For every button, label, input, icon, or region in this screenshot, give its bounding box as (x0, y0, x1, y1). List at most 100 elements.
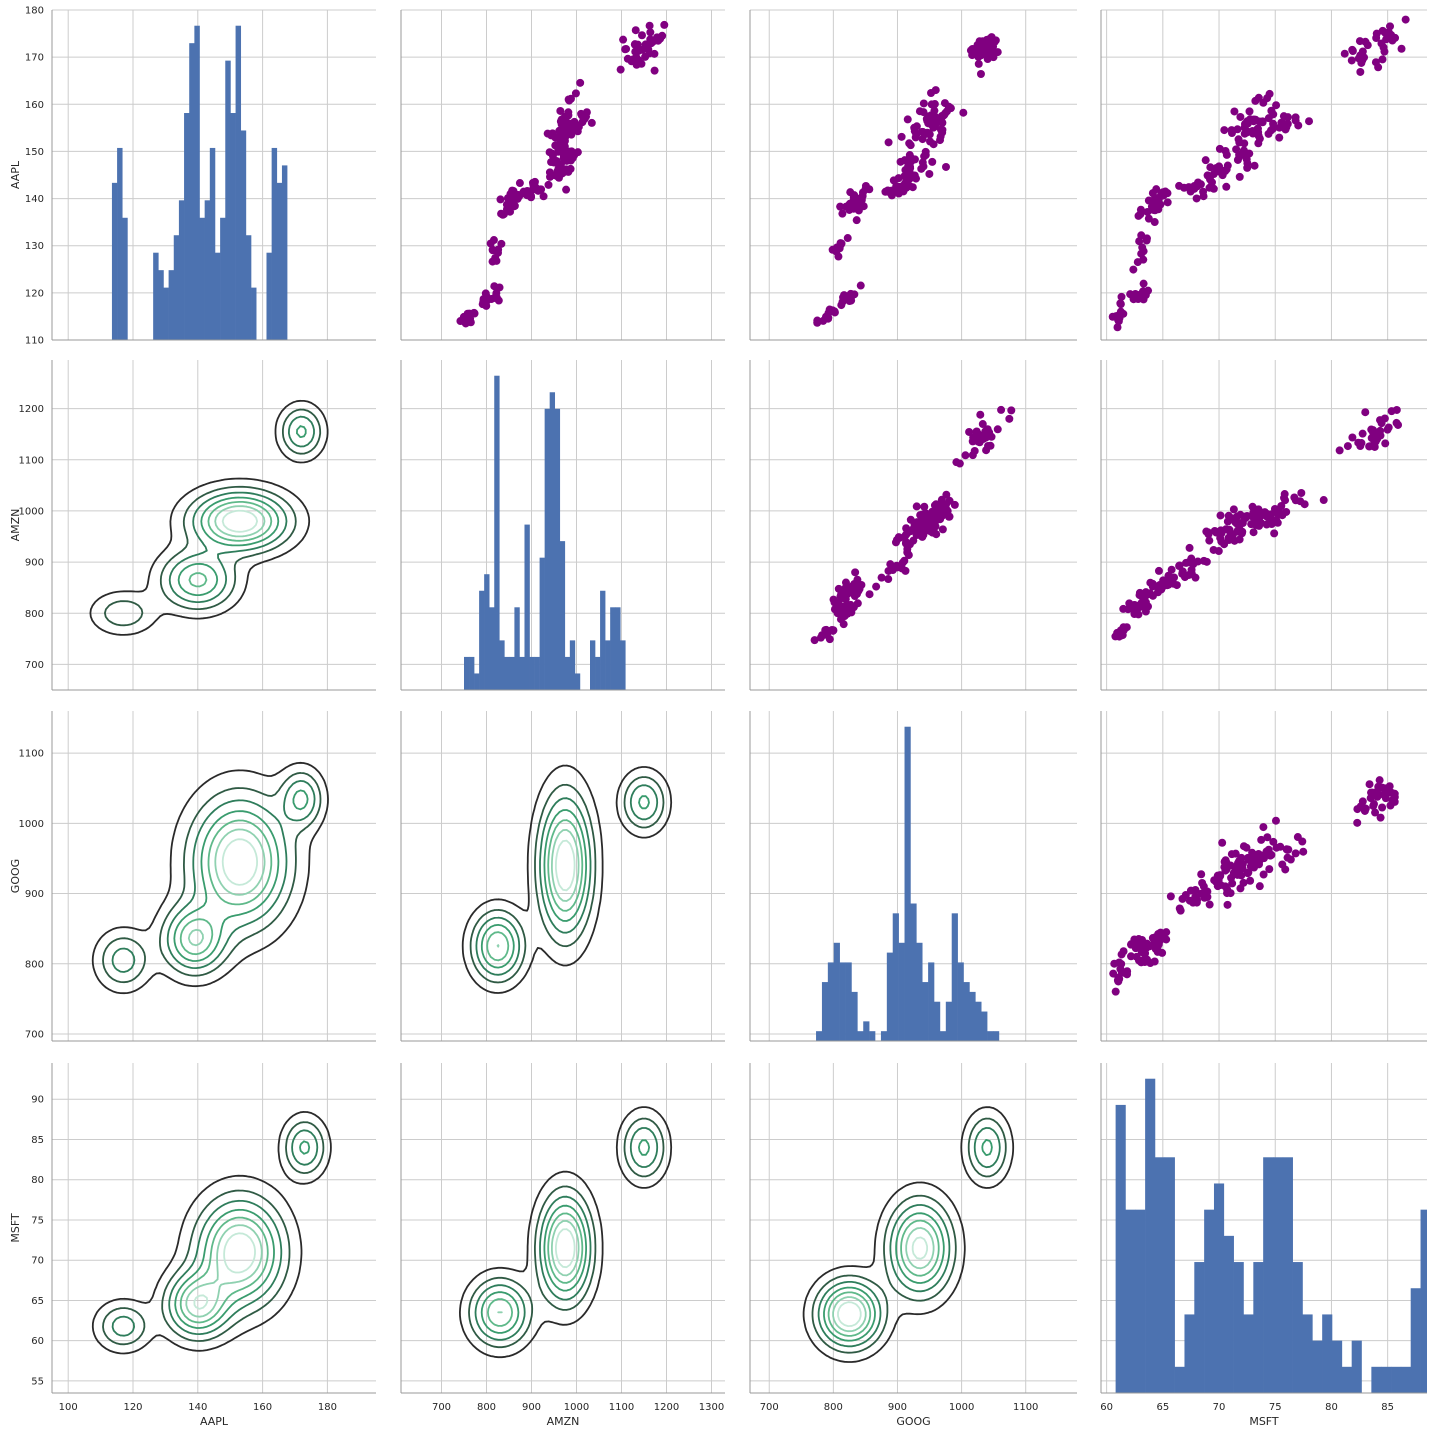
scatter-point (905, 151, 914, 160)
y-tick-label: 130 (25, 241, 44, 252)
scatter-point (1386, 22, 1395, 31)
scatter-point (831, 598, 840, 607)
y-tick-label: 1000 (19, 506, 44, 517)
scatter-point (1360, 804, 1369, 813)
hist-bar (922, 982, 929, 1041)
scatter-point (547, 158, 556, 167)
hist-bar (544, 408, 550, 690)
x-tick-label: 900 (522, 1402, 541, 1413)
scatter-point (898, 558, 907, 567)
scatter-point (1246, 862, 1255, 871)
panel-content (1115, 1078, 1427, 1393)
panel-content (89, 399, 329, 636)
scatter-point (1272, 843, 1281, 852)
scatter-point (1244, 868, 1253, 877)
hist-bar (615, 607, 621, 690)
scatter-point (513, 194, 522, 203)
scatter-point (1218, 171, 1227, 180)
scatter-point (1242, 843, 1251, 852)
kde-contour (214, 505, 266, 538)
scatter-point (908, 183, 917, 192)
kde-contour (179, 1216, 269, 1324)
scatter-point (1122, 623, 1131, 632)
scatter-point (984, 51, 993, 60)
kde-contour (111, 780, 316, 973)
scatter-point (527, 193, 536, 202)
scatter-point (944, 102, 953, 111)
y-tick-label: 900 (25, 558, 44, 569)
panel-aapl-vs-goog (749, 9, 1077, 341)
scatter-point (859, 202, 868, 211)
scatter-point (1231, 518, 1240, 527)
y-tick-label: 1200 (19, 404, 44, 415)
scatter-point (1167, 565, 1176, 574)
panel-aapl-vs-amzn (400, 9, 725, 341)
scatter-point (1192, 194, 1201, 203)
scatter-point (932, 500, 941, 509)
x-tick-label: 75 (1269, 1402, 1282, 1413)
scatter-point (1353, 818, 1362, 827)
scatter-point (1226, 889, 1235, 898)
hist-bar (821, 982, 829, 1041)
kde-contour (486, 819, 584, 962)
kde-contour (187, 828, 266, 947)
scatter-point (1254, 128, 1263, 137)
scatter-point (1135, 591, 1144, 600)
scatter-point (892, 561, 901, 570)
scatter-point (1205, 900, 1214, 909)
kde-contour (474, 1127, 659, 1341)
scatter-point (1297, 489, 1306, 498)
scatter-point (918, 518, 927, 527)
scatter-point (1293, 833, 1302, 842)
x-tick-label: 60 (1100, 1402, 1113, 1413)
y-tick-label: 85 (31, 1135, 44, 1146)
y-tick-label: 80 (31, 1175, 44, 1186)
scatter-point (1191, 885, 1200, 894)
hist-bar (1341, 1366, 1352, 1393)
hist-bar (534, 656, 540, 690)
scatter-point (1377, 39, 1386, 48)
hist-bar (184, 113, 190, 340)
scatter-point (1335, 446, 1344, 455)
scatter-point (1131, 606, 1140, 615)
scatter-point (1384, 28, 1393, 37)
scatter-point (1270, 529, 1279, 538)
scatter-point (1371, 58, 1380, 67)
scatter-point (638, 45, 647, 54)
y-tick-label: 170 (25, 53, 44, 64)
scatter-point (1258, 118, 1267, 127)
y-tick-label: 120 (25, 288, 44, 299)
hist-bar (857, 1031, 864, 1041)
hist-bar (833, 942, 840, 1041)
scatter-point (564, 167, 573, 176)
hist-bar (1253, 1262, 1264, 1393)
scatter-point (1356, 67, 1365, 76)
kde-contour (461, 764, 673, 994)
scatter-point (1238, 519, 1247, 528)
hist-bar (1145, 1078, 1156, 1393)
scatter-point (938, 125, 947, 134)
scatter-point (877, 573, 886, 582)
hist-bar (1174, 1366, 1185, 1393)
scatter-point (1348, 45, 1357, 54)
scatter-point (1240, 512, 1249, 521)
scatter-point (1172, 581, 1181, 590)
scatter-point (619, 35, 628, 44)
scatter-point (1214, 875, 1223, 884)
scatter-point (912, 502, 921, 511)
scatter-point (1191, 573, 1200, 582)
scatter-point (909, 536, 918, 545)
scatter-point (1277, 502, 1286, 511)
scatter-point (1175, 561, 1184, 570)
scatter-point (978, 40, 987, 49)
scatter-point (904, 551, 913, 560)
hist-bar (122, 217, 128, 340)
panel-content (813, 33, 1002, 327)
hist-bar (863, 1021, 870, 1041)
y-tick-label: 800 (25, 959, 44, 970)
scatter-point (892, 535, 901, 544)
x-tick-label: 1300 (699, 1402, 724, 1413)
hist-bar (957, 962, 964, 1041)
scatter-point (1209, 545, 1218, 554)
